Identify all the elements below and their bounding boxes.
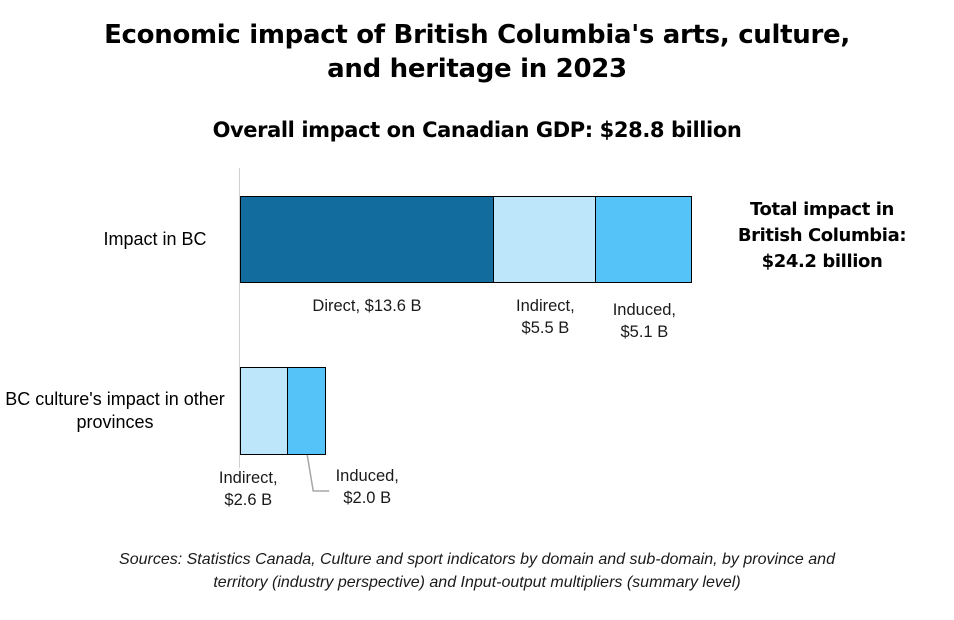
- total-annotation: Total impact in British Columbia: $24.2 …: [712, 197, 932, 275]
- data-label-line: $2.6 B: [224, 491, 273, 509]
- data-label-induced-bc: Induced, $5.1 B: [594, 299, 694, 343]
- data-label-line: $5.5 B: [521, 319, 570, 337]
- data-label-indirect-other-provinces: Indirect, $2.6 B: [208, 467, 288, 511]
- source-note-line-2: territory (industry perspective) and Inp…: [213, 574, 741, 591]
- total-annotation-line-3: $24.2 billion: [761, 251, 883, 272]
- chart-title-line-2: and heritage in 2023: [327, 54, 627, 84]
- bar-induced-bc: [595, 196, 692, 283]
- data-label-induced-other-provinces: Induced, $2.0 B: [317, 465, 417, 509]
- bar-induced-other-provinces: [287, 367, 326, 455]
- total-annotation-line-2: British Columbia:: [737, 225, 907, 246]
- chart-subtitle: Overall impact on Canadian GDP: $28.8 bi…: [212, 118, 742, 142]
- chart-title-line-1: Economic impact of British Columbia's ar…: [104, 20, 850, 50]
- bar-direct-bc: [240, 196, 496, 283]
- category-label-other-provinces: BC culture's impact in other provinces: [5, 389, 225, 432]
- data-label-line: Induced,: [612, 301, 677, 319]
- data-label-line: $2.0 B: [343, 489, 392, 507]
- data-label-line: $5.1 B: [620, 323, 669, 341]
- data-label-direct-bc: Direct, $13.6 B: [267, 295, 467, 317]
- data-label-line: Induced,: [335, 467, 399, 485]
- total-annotation-line-1: Total impact in: [750, 199, 894, 220]
- bar-indirect-bc: [492, 196, 597, 283]
- chart-title: Economic impact of British Columbia's ar…: [0, 18, 954, 86]
- source-note-line-1: Sources: Statistics Canada, Culture and …: [119, 551, 835, 568]
- data-label-indirect-bc: Indirect, $5.5 B: [495, 295, 595, 339]
- source-note: Sources: Statistics Canada, Culture and …: [20, 548, 934, 594]
- data-label-line: Indirect,: [218, 469, 278, 487]
- category-axis-line: [239, 168, 240, 468]
- category-label-bc: Impact in BC: [103, 229, 207, 249]
- data-label-line: Direct, $13.6 B: [312, 297, 422, 315]
- bar-indirect-other-provinces: [240, 367, 291, 455]
- data-label-line: Indirect,: [516, 297, 575, 315]
